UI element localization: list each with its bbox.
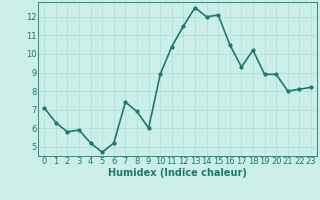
X-axis label: Humidex (Indice chaleur): Humidex (Indice chaleur)	[108, 168, 247, 178]
